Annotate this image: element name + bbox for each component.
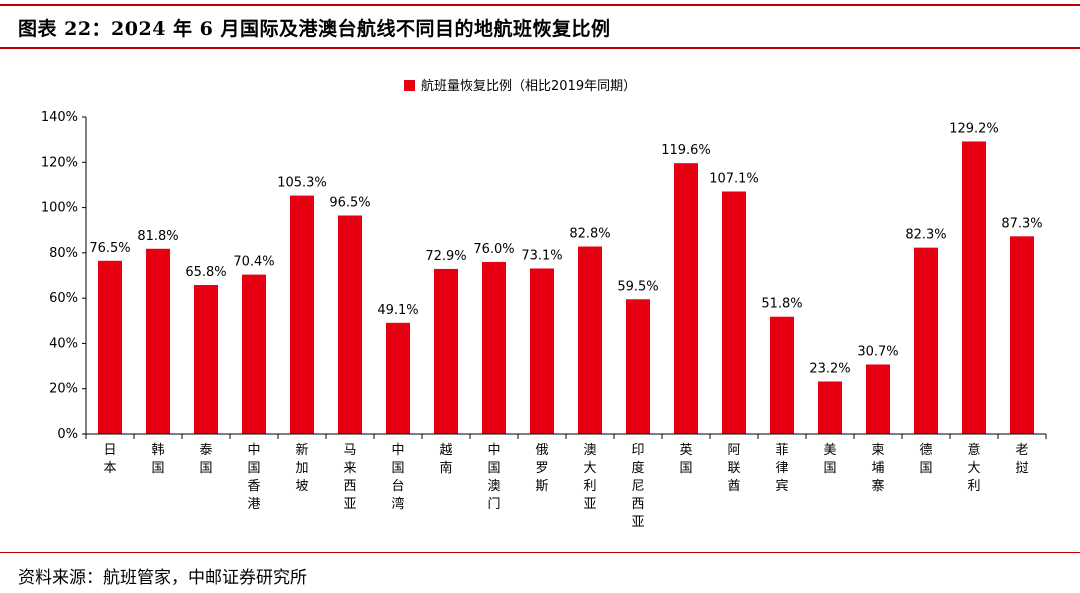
data-label: 81.8% xyxy=(137,229,178,244)
category-label: 柬埔寨 xyxy=(871,443,884,494)
category-label: 中国台湾 xyxy=(391,443,404,512)
bar xyxy=(146,248,170,434)
bar xyxy=(386,322,410,434)
bar xyxy=(770,316,794,434)
data-label: 73.1% xyxy=(521,248,562,263)
category-label: 英国 xyxy=(679,443,692,476)
data-label: 23.2% xyxy=(809,361,850,376)
data-label: 82.3% xyxy=(905,228,946,243)
y-tick-label: 20% xyxy=(49,382,78,397)
bar xyxy=(1010,236,1034,434)
top-rule xyxy=(0,4,1080,6)
category-label: 新加坡 xyxy=(295,442,308,494)
page-title: 图表 22：2024 年 6 月国际及港澳台航线不同目的地航班恢复比例 xyxy=(18,18,611,40)
category-label: 韩国 xyxy=(151,443,164,476)
bar xyxy=(434,268,458,434)
data-label: 70.4% xyxy=(233,255,274,270)
bar xyxy=(578,246,602,434)
category-label: 菲律宾 xyxy=(775,443,788,494)
bar xyxy=(242,274,266,434)
legend: 航班量恢复比例（相比2019年同期） xyxy=(404,78,636,94)
category-label: 越南 xyxy=(439,443,452,476)
legend-label: 航班量恢复比例（相比2019年同期） xyxy=(421,78,636,94)
bar xyxy=(722,191,746,434)
category-label: 澳大利亚 xyxy=(583,442,596,512)
category-label: 马来西亚 xyxy=(343,443,356,512)
data-label: 76.5% xyxy=(89,241,130,256)
bar xyxy=(818,381,842,434)
category-label: 美国 xyxy=(823,443,836,476)
data-label: 49.1% xyxy=(377,303,418,318)
bar xyxy=(530,268,554,434)
y-tick-label: 120% xyxy=(41,155,78,170)
y-axis: 0% 20% 40% 60% 80% 100% 120% 140% xyxy=(41,110,87,442)
bar xyxy=(98,260,122,434)
data-label: 51.8% xyxy=(761,297,802,312)
data-label: 96.5% xyxy=(329,195,370,210)
data-label: 119.6% xyxy=(661,143,711,158)
data-label: 72.9% xyxy=(425,249,466,264)
y-tick-label: 140% xyxy=(41,110,78,125)
bar xyxy=(290,195,314,434)
bar xyxy=(866,364,890,434)
category-label: 意大利 xyxy=(967,442,980,494)
x-axis: 日本 韩国 泰国 中国香港 新加坡 马来西亚 中国台湾 越南 中国澳门 俄罗斯 澳大利亚 印度尼西亚 英… xyxy=(85,433,1047,530)
bar xyxy=(194,285,218,434)
bar xyxy=(338,215,362,434)
data-label: 105.3% xyxy=(277,176,327,191)
category-label: 泰国 xyxy=(199,443,212,476)
bar xyxy=(626,299,650,434)
y-tick-label: 100% xyxy=(41,201,78,216)
y-tick-label: 40% xyxy=(49,336,78,351)
category-label: 中国香港 xyxy=(247,443,260,512)
bars: 76.5% 81.8% 65.8% 70.4% 105.3%96.5% 49.1% 72.9… xyxy=(89,121,1043,435)
category-label: 老挝 xyxy=(1015,443,1028,476)
data-label: 82.8% xyxy=(569,227,610,242)
data-label: 65.8% xyxy=(185,265,226,280)
data-label: 76.0% xyxy=(473,242,514,257)
bar xyxy=(962,141,986,434)
y-tick-label: 80% xyxy=(49,246,78,261)
bar xyxy=(674,163,698,435)
bottom-rule xyxy=(0,552,1080,553)
legend-swatch xyxy=(404,80,415,91)
category-label: 中国澳门 xyxy=(487,443,500,512)
bar-chart: 航班量恢复比例（相比2019年同期） 0% 20% 40% 60% 80% 100% 120… xyxy=(41,78,1047,530)
y-tick-label: 0% xyxy=(57,427,78,442)
y-tick-label: 60% xyxy=(49,291,78,306)
data-label: 30.7% xyxy=(857,344,898,359)
category-label: 阿联酋 xyxy=(727,443,740,494)
category-label: 德国 xyxy=(919,443,932,476)
source-note: 资料来源：航班管家，中邮证券研究所 xyxy=(18,568,307,588)
bar xyxy=(482,261,506,434)
category-label: 印度尼西亚 xyxy=(631,443,644,530)
data-label: 59.5% xyxy=(617,279,658,294)
data-label: 107.1% xyxy=(709,171,759,186)
category-label: 日本 xyxy=(103,443,116,476)
data-label: 129.2% xyxy=(949,121,999,136)
data-label: 87.3% xyxy=(1001,216,1042,231)
bar xyxy=(914,247,938,434)
category-label: 俄罗斯 xyxy=(535,443,548,494)
title-rule xyxy=(0,47,1080,49)
